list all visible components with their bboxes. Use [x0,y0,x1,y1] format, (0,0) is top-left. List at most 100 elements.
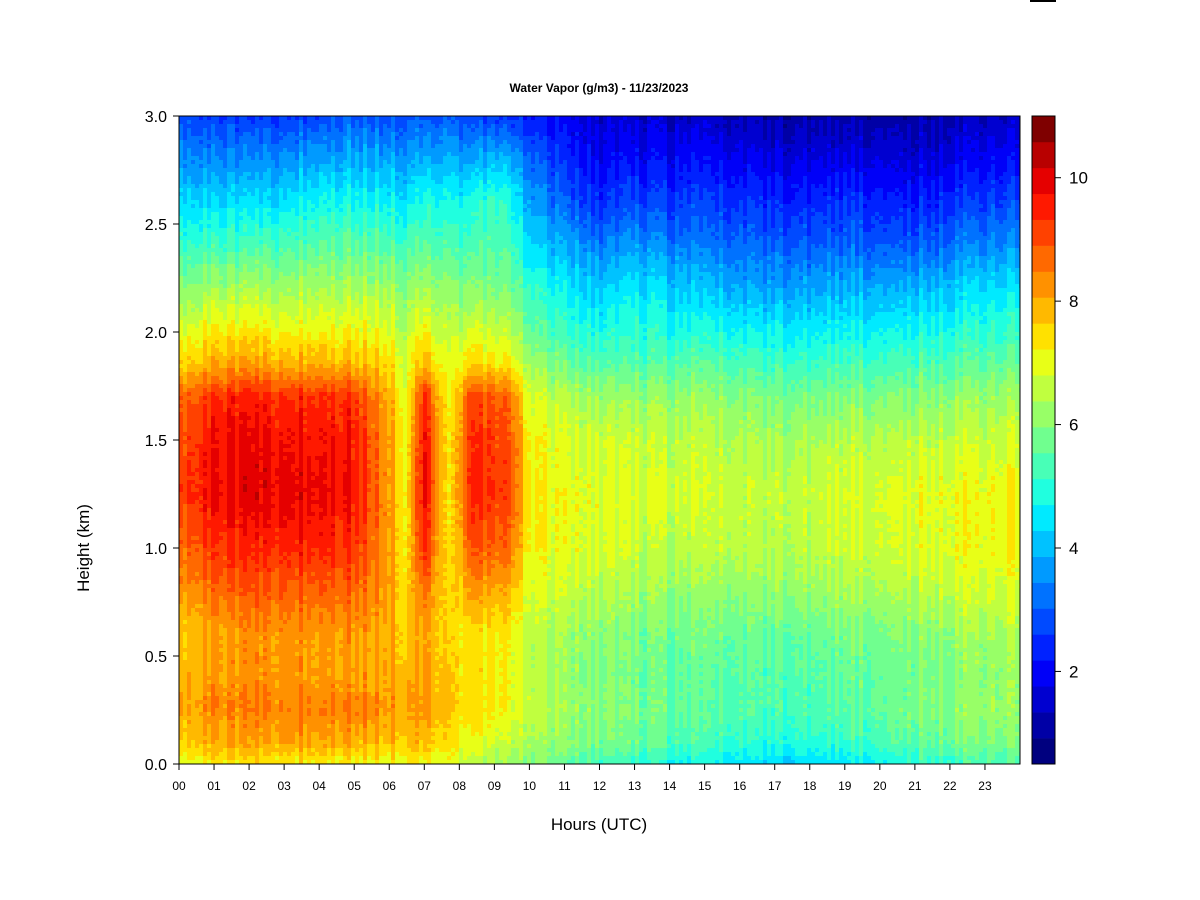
heatmap-cell [623,384,628,401]
heatmap-cell [471,328,476,345]
heatmap-cell [383,756,388,764]
heatmap-cell [651,212,656,233]
heatmap-cell [503,568,508,589]
heatmap-cell [359,328,364,333]
heatmap-cell [619,752,624,764]
heatmap-cell [667,384,672,401]
heatmap-cell [639,552,644,593]
heatmap-cell [623,600,628,633]
heatmap-cell [295,540,300,545]
heatmap-cell [327,668,332,677]
heatmap-cell [211,560,216,585]
heatmap-cell [375,392,380,433]
heatmap-cell [263,292,268,305]
heatmap-cell [191,476,196,481]
heatmap-cell [347,732,352,749]
heatmap-cell [291,192,296,209]
heatmap-cell [387,476,392,485]
heatmap-cell [203,368,208,373]
heatmap-cell [583,488,588,497]
heatmap-cell [599,620,604,629]
heatmap-cell [623,592,628,597]
heatmap-cell [279,700,284,713]
heatmap-cell [251,196,256,221]
heatmap-cell [499,712,504,717]
heatmap-cell [187,700,192,705]
heatmap-cell [307,376,312,389]
heatmap-cell [363,584,368,589]
heatmap-cell [611,156,616,161]
heatmap-cell [407,712,412,717]
heatmap-cell [471,576,476,601]
heatmap-cell [255,564,260,569]
heatmap-cell [555,172,560,205]
heatmap-cell [483,576,488,581]
heatmap-cell [343,500,348,505]
heatmap-cell [583,476,588,481]
heatmap-cell [311,364,316,381]
heatmap-cell [623,716,628,757]
heatmap-cell [319,304,324,333]
heatmap-cell [303,424,308,429]
heatmap-cell [335,300,340,329]
heatmap-cell [231,148,236,173]
heatmap-cell [255,172,260,189]
heatmap-cell [631,500,636,561]
heatmap-cell [199,364,204,373]
heatmap-cell [355,408,360,417]
heatmap-cell [655,584,660,593]
heatmap-cell [275,408,280,421]
heatmap-cell [519,580,524,613]
heatmap-cell [347,596,352,601]
heatmap-cell [519,196,524,217]
heatmap-cell [303,392,308,409]
heatmap-cell [207,120,212,141]
heatmap-cell [211,252,216,265]
heatmap-cell [339,692,344,733]
heatmap-cell [459,520,464,529]
heatmap-cell [339,680,344,689]
heatmap-cell [659,644,664,653]
heatmap-cell [431,276,436,281]
heatmap-cell [575,296,580,325]
heatmap-cell [203,148,208,169]
heatmap-cell [687,588,692,593]
heatmap-cell [279,744,284,757]
heatmap-cell [479,564,484,581]
heatmap-cell [283,592,288,613]
heatmap-cell [235,132,240,145]
heatmap-cell [187,120,192,125]
heatmap-cell [571,740,576,745]
heatmap-cell [559,116,564,133]
heatmap-cell [639,736,644,741]
heatmap-cell [675,476,680,513]
heatmap-cell [411,572,416,581]
heatmap-cell [211,248,216,253]
heatmap-cell [227,208,232,229]
heatmap-cell [487,748,492,764]
heatmap-cell [643,332,648,337]
heatmap-cell [627,752,632,764]
heatmap-cell [515,224,520,249]
heatmap-cell [407,308,412,313]
heatmap-cell [403,736,408,757]
heatmap-cell [651,152,656,157]
heatmap-cell [467,252,472,257]
heatmap-cell [607,620,612,625]
heatmap-cell [323,472,328,481]
heatmap-cell [543,620,548,737]
heatmap-cell [499,488,504,493]
heatmap-cell [291,172,296,193]
heatmap-cell [643,532,648,593]
heatmap-cell [475,188,480,213]
heatmap-cell [647,192,652,213]
heatmap-cell [407,480,412,509]
heatmap-cell [243,596,248,621]
heatmap-cell [387,188,392,193]
heatmap-cell [275,604,280,633]
heatmap-cell [479,736,484,757]
heatmap-cell [323,744,328,749]
heatmap-cell [579,728,584,753]
heatmap-cell [407,720,412,749]
heatmap-cell [451,544,456,557]
